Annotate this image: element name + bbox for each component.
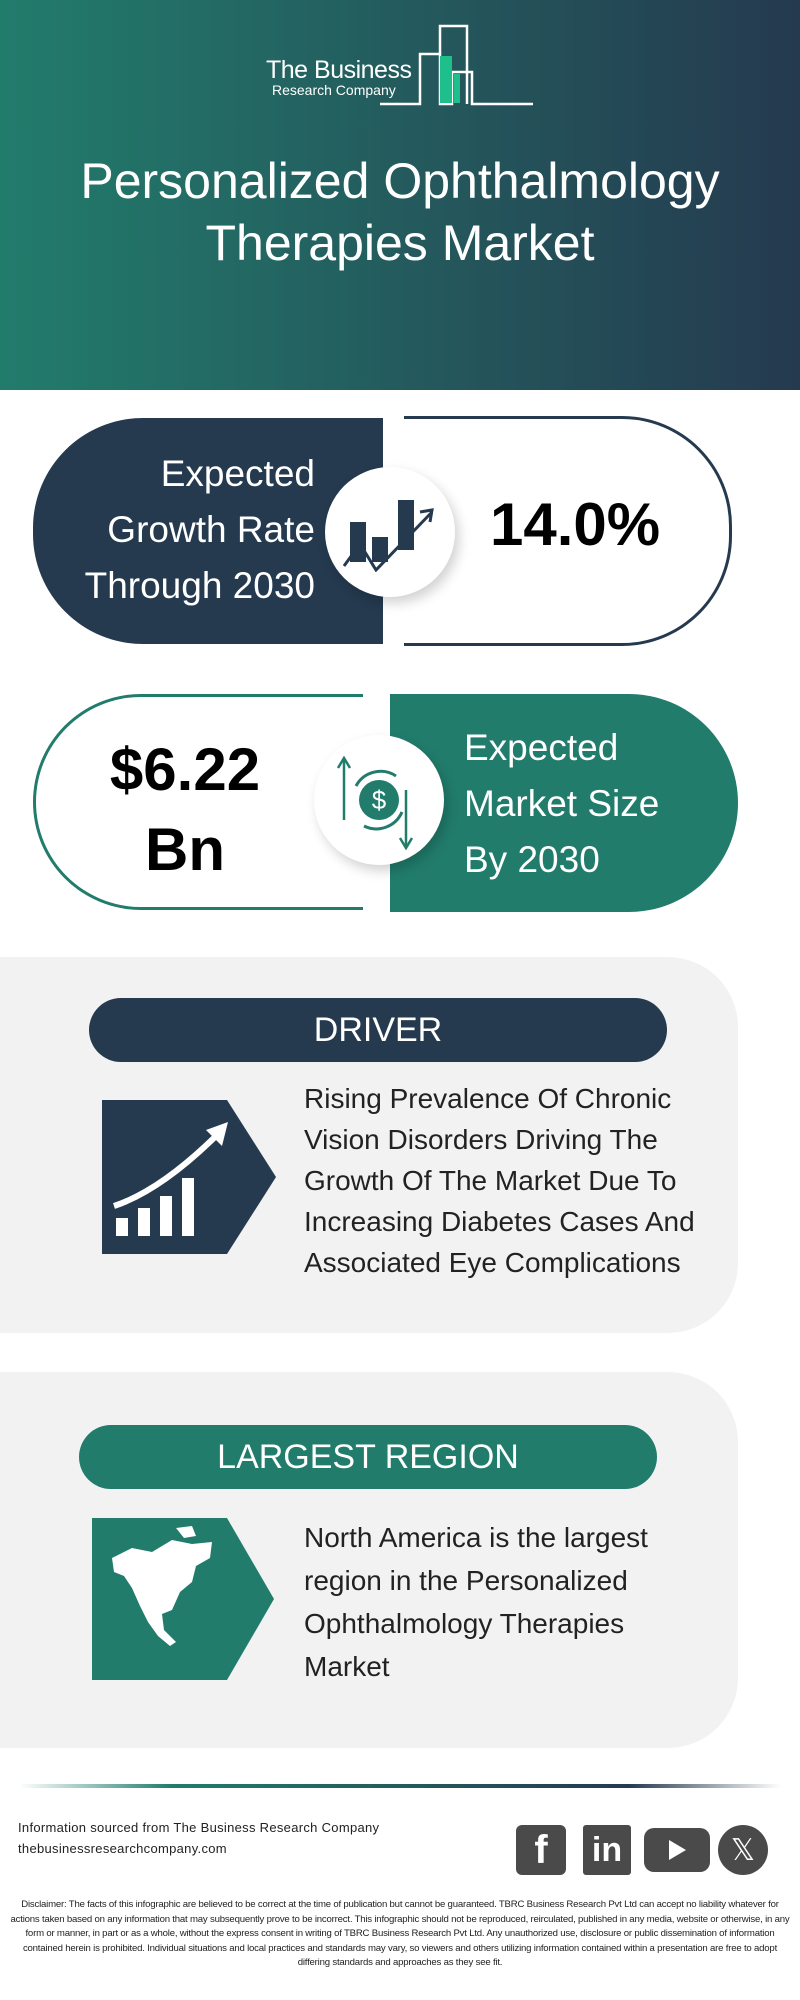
- label-line: Through 2030: [84, 565, 315, 606]
- market-icon-circle: $: [314, 735, 444, 865]
- value-line: Bn: [145, 816, 225, 883]
- svg-text:$: $: [372, 785, 387, 815]
- growth-rate-value: 14.0%: [490, 491, 661, 558]
- linkedin-icon[interactable]: in: [583, 1825, 631, 1875]
- growth-label: Expected Growth Rate Through 2030: [85, 446, 315, 614]
- title-line: Personalized Ophthalmology: [80, 153, 720, 209]
- dollar-cycle-icon: $: [336, 755, 414, 850]
- logo-subname: Research Company: [272, 82, 396, 98]
- facebook-icon[interactable]: f: [516, 1825, 566, 1875]
- logo-name: The Business: [266, 56, 412, 84]
- region-text: North America is the largest region in t…: [304, 1522, 648, 1682]
- label-line: Market Size: [464, 783, 660, 824]
- market-size-value: $6.22 Bn: [60, 730, 310, 890]
- title-line: Therapies Market: [205, 215, 595, 271]
- logo-buildings-icon: [380, 24, 533, 106]
- growth-card-right: [404, 416, 732, 646]
- label-line: Growth Rate: [107, 509, 315, 550]
- label-line: Expected: [464, 727, 619, 768]
- x-icon[interactable]: 𝕏: [718, 1825, 768, 1875]
- divider: [19, 1784, 781, 1788]
- region-heading: LARGEST REGION: [79, 1425, 657, 1489]
- label-line: Expected: [160, 453, 315, 494]
- growth-chart-icon: [342, 500, 434, 572]
- disclaimer: Disclaimer: The facts of this infographi…: [10, 1899, 790, 1968]
- growth-icon-circle: [325, 467, 455, 597]
- driver-text: Rising Prevalence Of Chronic Vision Diso…: [304, 1083, 695, 1278]
- driver-heading: DRIVER: [89, 998, 667, 1062]
- growth-card-left: [33, 418, 383, 644]
- market-label: Expected Market Size By 2030: [464, 720, 659, 888]
- source-text: Information sourced from The Business Re…: [18, 1820, 380, 1835]
- north-america-map-icon: [92, 1518, 274, 1680]
- market-card-left: [33, 694, 363, 910]
- label-line: By 2030: [464, 839, 600, 880]
- page-title: Personalized Ophthalmology Therapies Mar…: [0, 150, 800, 274]
- rising-bars-icon: [102, 1100, 276, 1254]
- website-link[interactable]: thebusinessresearchcompany.com: [18, 1841, 227, 1856]
- value-line: $6.22: [109, 736, 261, 803]
- youtube-icon[interactable]: [644, 1828, 710, 1872]
- market-card-right: [390, 694, 738, 912]
- header-banner: The Business Research Company Personaliz…: [0, 0, 800, 390]
